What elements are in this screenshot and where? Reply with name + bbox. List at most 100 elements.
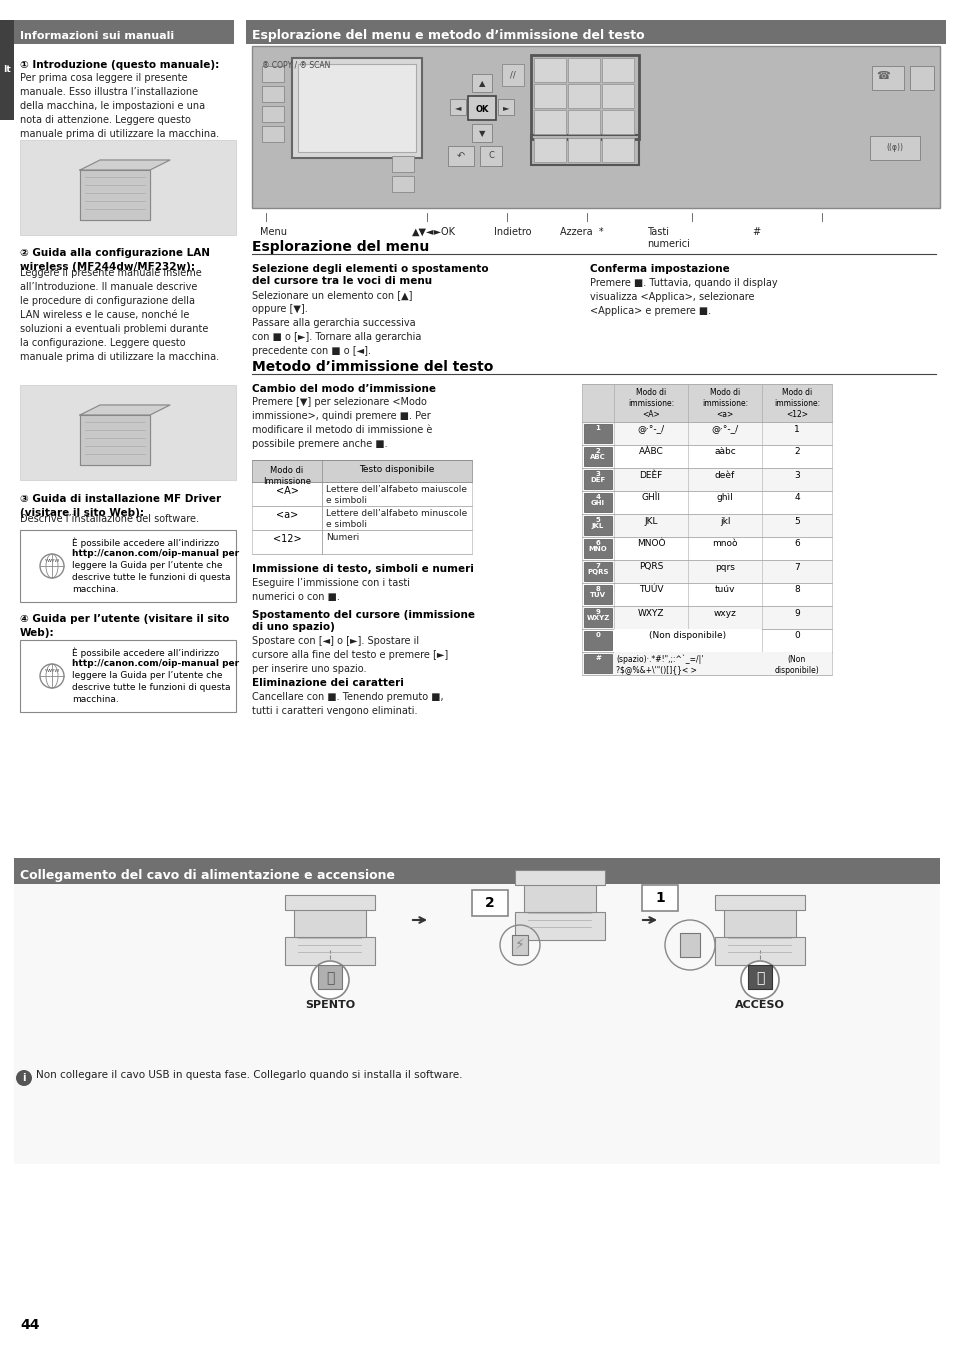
Text: i: i — [22, 1073, 26, 1082]
Text: Cancellare con ■. Tenendo premuto ■,
tutti i caratteri vengono eliminati.: Cancellare con ■. Tenendo premuto ■, tut… — [252, 692, 443, 716]
Text: È possibile accedere all’indirizzo: È possibile accedere all’indirizzo — [71, 647, 219, 658]
Ellipse shape — [311, 961, 349, 999]
Text: SPENTO: SPENTO — [305, 1000, 355, 1010]
Bar — [252, 460, 472, 483]
Bar — [583, 516, 612, 535]
Bar — [583, 631, 612, 650]
Bar — [534, 137, 565, 162]
Bar — [317, 965, 341, 989]
Bar — [581, 384, 831, 422]
Text: 1: 1 — [793, 425, 799, 434]
Bar — [581, 491, 831, 514]
Bar — [20, 640, 235, 712]
Text: 8
TUV: 8 TUV — [589, 586, 605, 599]
Text: ⏻: ⏻ — [326, 971, 334, 985]
Bar — [262, 106, 284, 123]
Text: 8: 8 — [793, 585, 799, 594]
Bar — [20, 386, 235, 480]
Text: mnoò: mnoò — [712, 539, 737, 549]
Bar — [601, 58, 634, 82]
Text: jkl: jkl — [719, 516, 729, 526]
Text: Lettere dell’alfabeto minuscole
e simboli: Lettere dell’alfabeto minuscole e simbol… — [326, 510, 467, 530]
Text: Non collegare il cavo USB in questa fase. Collegarlo quando si installa il softw: Non collegare il cavo USB in questa fase… — [36, 1070, 462, 1080]
Text: 1: 1 — [595, 425, 599, 431]
Bar — [497, 98, 514, 115]
Text: ® COPY / ® SCAN: ® COPY / ® SCAN — [262, 61, 330, 69]
Text: ?$@%&+\'"()[]{}< >: ?$@%&+\'"()[]{}< > — [616, 665, 696, 674]
Text: ① Introduzione (questo manuale):: ① Introduzione (questo manuale): — [20, 61, 219, 70]
Text: Eseguire l’immissione con i tasti
numerici o con ■.: Eseguire l’immissione con i tasti numeri… — [252, 578, 410, 603]
Bar — [252, 483, 472, 506]
Bar — [392, 156, 414, 173]
Text: del cursore tra le voci di menu: del cursore tra le voci di menu — [252, 276, 432, 286]
Bar — [14, 857, 939, 884]
Bar — [14, 884, 939, 1165]
Text: Menu: Menu — [260, 226, 287, 237]
Bar — [583, 448, 612, 466]
Ellipse shape — [16, 1070, 32, 1086]
Bar — [534, 111, 565, 133]
Text: Premere [▼] per selezionare <Modo
immissione>, quindi premere ■. Per
modificare : Premere [▼] per selezionare <Modo immiss… — [252, 398, 432, 449]
Bar — [747, 965, 771, 989]
Bar — [531, 55, 639, 139]
Text: http://canon.com/oip-manual per: http://canon.com/oip-manual per — [71, 659, 239, 669]
Text: OK: OK — [475, 105, 488, 113]
Text: 4: 4 — [793, 493, 799, 503]
Text: 5
JKL: 5 JKL — [591, 518, 603, 528]
Text: (Non
disponibile): (Non disponibile) — [774, 655, 819, 675]
Bar — [472, 124, 492, 142]
Text: 9
WXYZ: 9 WXYZ — [586, 609, 609, 621]
Text: @·°-_/: @·°-_/ — [637, 425, 664, 434]
Text: (spazio)·.*#!",;:^ˋ_=/|': (spazio)·.*#!",;:^ˋ_=/|' — [616, 655, 702, 665]
Text: <A>: <A> — [275, 487, 298, 496]
Text: 8
TUV: 8 TUV — [576, 113, 591, 131]
Text: @·°-_/: @·°-_/ — [711, 425, 738, 434]
Bar — [583, 608, 612, 627]
Text: WXYZ: WXYZ — [638, 608, 663, 617]
Text: Esplorazione del menu: Esplorazione del menu — [252, 240, 429, 253]
Text: leggere la Guida per l’utente che: leggere la Guida per l’utente che — [71, 561, 222, 570]
Bar — [567, 111, 599, 133]
Bar — [0, 20, 14, 120]
Text: 4
GHI: 4 GHI — [590, 493, 604, 506]
Bar — [714, 937, 804, 965]
Bar — [583, 425, 612, 443]
Bar — [246, 20, 945, 44]
Bar — [468, 96, 496, 120]
Bar — [869, 136, 919, 160]
Bar — [292, 58, 421, 158]
Text: DEÈF: DEÈF — [639, 470, 662, 480]
Bar — [297, 63, 416, 152]
Bar — [252, 46, 939, 208]
Text: 5: 5 — [793, 516, 799, 526]
Text: 4
GHI: 4 GHI — [542, 88, 557, 105]
Text: Per prima cosa leggere il presente
manuale. Esso illustra l’installazione
della : Per prima cosa leggere il presente manua… — [20, 73, 219, 139]
Text: pqrs: pqrs — [715, 562, 734, 572]
Text: Conferma impostazione: Conferma impostazione — [589, 264, 729, 274]
Ellipse shape — [740, 961, 779, 999]
Text: descrive tutte le funzioni di questa: descrive tutte le funzioni di questa — [71, 683, 231, 692]
Polygon shape — [80, 415, 150, 465]
Text: 0: 0 — [793, 631, 799, 640]
Text: 6
MNO: 6 MNO — [588, 541, 607, 551]
Bar — [515, 913, 604, 940]
Text: MNOÒ: MNOÒ — [636, 539, 664, 549]
Text: Modo di
immissione:
<A>: Modo di immissione: <A> — [627, 388, 674, 419]
Bar — [581, 422, 831, 445]
Text: <12>: <12> — [273, 534, 301, 545]
Text: #: # — [595, 655, 600, 661]
Text: 1: 1 — [655, 891, 664, 905]
Text: Esplorazione del menu e metodo d’immissione del testo: Esplorazione del menu e metodo d’immissi… — [252, 30, 644, 43]
Bar — [567, 58, 599, 82]
Text: #: # — [751, 226, 760, 237]
Text: 2: 2 — [485, 896, 495, 910]
Bar — [583, 539, 612, 558]
Bar — [285, 895, 375, 910]
Bar — [567, 84, 599, 108]
Text: È possibile accedere all’indirizzo: È possibile accedere all’indirizzo — [71, 537, 219, 547]
Bar — [252, 506, 472, 530]
Polygon shape — [80, 160, 170, 170]
Text: 2
ABC: 2 ABC — [590, 448, 605, 460]
Text: GHÌI: GHÌI — [640, 493, 659, 503]
Text: Informazioni sui manuali: Informazioni sui manuali — [20, 31, 174, 40]
